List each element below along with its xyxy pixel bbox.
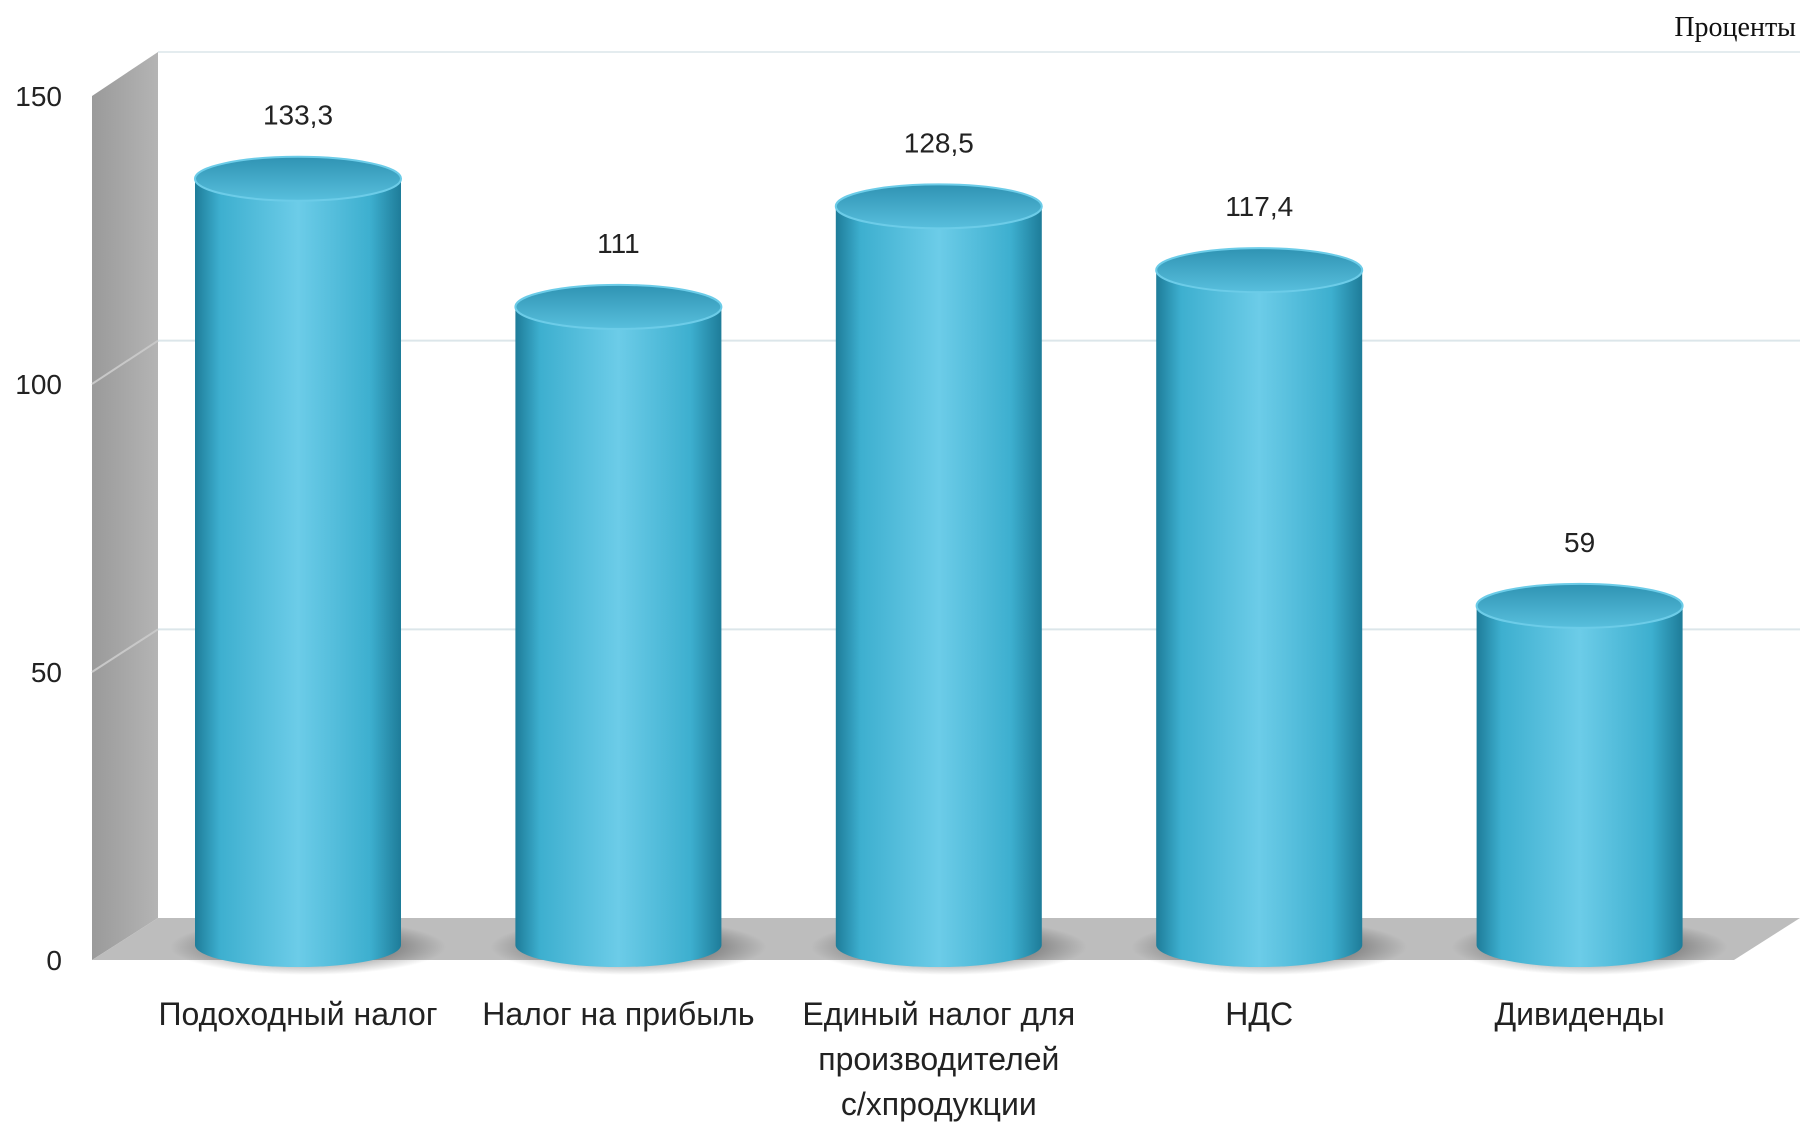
bar-top bbox=[1475, 582, 1684, 629]
y-tick-label: 50 bbox=[31, 657, 62, 688]
category-labels: Подоходный налог Налог на прибыль Единый н… bbox=[158, 996, 1664, 1122]
category-label: Единый налог для производителей с/хпродукц… bbox=[802, 996, 1075, 1122]
bar-body bbox=[515, 306, 722, 968]
bar-top bbox=[1155, 247, 1364, 294]
category-label: Налог на прибыль bbox=[482, 996, 754, 1032]
bar bbox=[490, 283, 767, 975]
side-wall bbox=[92, 52, 158, 960]
y-tick-label: 150 bbox=[15, 81, 62, 112]
data-label: 59 bbox=[1564, 527, 1595, 558]
bar-body bbox=[1476, 605, 1683, 968]
category-label-line: с/хпродукции bbox=[841, 1086, 1037, 1122]
category-label-line: Дивиденды bbox=[1494, 996, 1664, 1032]
y-axis-ticks: 0 50 100 150 bbox=[15, 81, 62, 976]
category-label-line: производителей bbox=[818, 1041, 1059, 1077]
category-label-line: НДС bbox=[1225, 996, 1293, 1032]
wall-gridline bbox=[91, 339, 159, 385]
bars bbox=[170, 155, 1728, 975]
category-label: Дивиденды bbox=[1494, 996, 1664, 1032]
category-label: Подоходный налог bbox=[158, 996, 437, 1032]
bar bbox=[170, 155, 446, 975]
category-label: НДС bbox=[1225, 996, 1293, 1032]
bar bbox=[1131, 247, 1408, 975]
data-label: 117,4 bbox=[1225, 191, 1293, 222]
bar-top bbox=[194, 155, 402, 202]
bar-body bbox=[835, 206, 1042, 967]
bar-top bbox=[514, 283, 723, 330]
bar-body bbox=[195, 178, 401, 968]
wall-gridline bbox=[91, 628, 159, 673]
y-tick-label: 0 bbox=[46, 945, 62, 976]
data-label: 111 bbox=[597, 228, 640, 259]
category-label-line: Единый налог для bbox=[802, 996, 1075, 1032]
data-label: 133,3 bbox=[263, 100, 333, 131]
data-labels: 133,3 111 128,5 117,4 59 bbox=[263, 100, 1595, 558]
bar bbox=[810, 183, 1087, 975]
bar-top bbox=[834, 183, 1043, 230]
category-label-line: Налог на прибыль bbox=[482, 996, 754, 1032]
bar bbox=[1451, 582, 1728, 975]
y-tick-label: 100 bbox=[15, 369, 62, 400]
data-label: 128,5 bbox=[904, 127, 974, 158]
unit-label: Проценты bbox=[1674, 12, 1796, 43]
bar-body bbox=[1156, 270, 1363, 968]
category-label-line: Подоходный налог bbox=[158, 996, 437, 1032]
